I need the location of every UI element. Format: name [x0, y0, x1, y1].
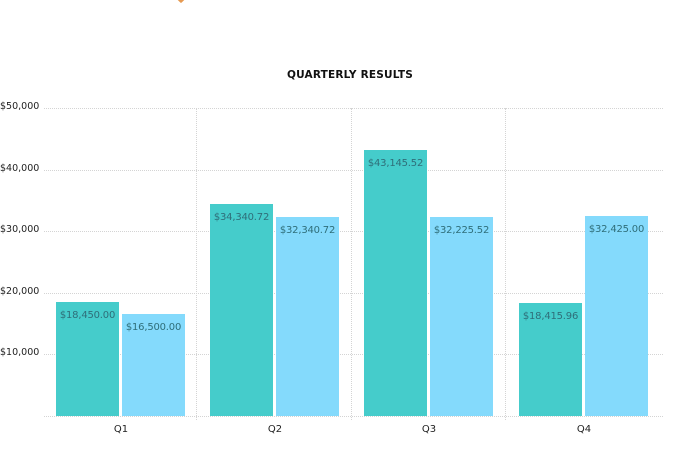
- bar-q4-series-1: $18,415.96: [519, 303, 582, 416]
- bar-value-label: $32,340.72: [279, 225, 336, 236]
- bar-value-label: $32,225.52: [433, 225, 490, 236]
- gridline-horizontal: [44, 108, 663, 109]
- bar-q2-series-2: $32,340.72: [276, 217, 339, 416]
- bar-value-label: $34,340.72: [213, 212, 270, 223]
- chart-title: QUARTERLY RESULTS: [286, 69, 414, 81]
- bar-q3-series-2: $32,225.52: [430, 217, 493, 416]
- y-axis-tick-label: $40,000: [0, 163, 40, 174]
- gridline-horizontal: [44, 354, 663, 355]
- y-axis-tick-label: $50,000: [0, 101, 40, 112]
- bar-q1-series-2: $16,500.00: [122, 314, 185, 416]
- bar-value-label: $18,415.96: [522, 311, 579, 322]
- x-axis-tick-label: Q2: [267, 424, 283, 435]
- bar-q2-series-1: $34,340.72: [210, 204, 273, 416]
- x-axis-baseline: [44, 416, 663, 417]
- x-axis-tick-label: Q1: [113, 424, 129, 435]
- gridline-horizontal: [44, 170, 663, 171]
- y-axis-tick-label: $20,000: [0, 286, 40, 297]
- x-axis-tick-label: Q3: [421, 424, 437, 435]
- gridline-vertical: [505, 108, 506, 420]
- gridline-vertical: [351, 108, 352, 420]
- bar-q3-series-1: $43,145.52: [364, 150, 427, 416]
- y-axis-tick-label: $30,000: [0, 224, 40, 235]
- gridline-horizontal: [44, 293, 663, 294]
- bar-value-label: $43,145.52: [367, 158, 424, 169]
- y-axis-tick-label: $10,000: [0, 347, 40, 358]
- bar-q1-series-1: $18,450.00: [56, 302, 119, 416]
- bar-value-label: $32,425.00: [588, 224, 645, 235]
- gridline-vertical: [196, 108, 197, 420]
- gridline-horizontal: [44, 231, 663, 232]
- bar-value-label: $18,450.00: [59, 310, 116, 321]
- bar-value-label: $16,500.00: [125, 322, 182, 333]
- bar-q4-series-2: $32,425.00: [585, 216, 648, 416]
- x-axis-tick-label: Q4: [576, 424, 592, 435]
